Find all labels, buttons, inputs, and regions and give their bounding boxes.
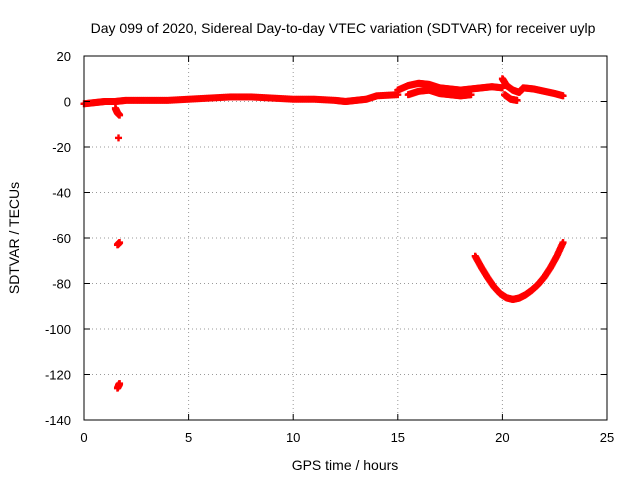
data-point <box>118 111 121 119</box>
x-tick-label: 0 <box>80 430 87 445</box>
data-point <box>117 134 120 142</box>
y-axis-label: SDTVAR / TECUs <box>6 182 22 294</box>
grid <box>84 56 607 420</box>
x-tick-label: 10 <box>286 430 300 445</box>
data-point <box>117 382 120 390</box>
x-tick-label: 20 <box>495 430 509 445</box>
y-tick-label: -120 <box>45 368 71 383</box>
y-tick-label: -20 <box>52 140 71 155</box>
y-tick-label: -60 <box>52 231 71 246</box>
y-tick-label: -80 <box>52 277 71 292</box>
x-tick-label: 15 <box>391 430 405 445</box>
chart-title: Day 099 of 2020, Sidereal Day-to-day VTE… <box>91 20 596 36</box>
data-point <box>515 96 519 104</box>
data-point <box>396 91 399 99</box>
y-tick-label: 0 <box>64 95 71 110</box>
data-point <box>561 239 565 247</box>
x-tick-label: 25 <box>600 430 614 445</box>
x-axis-label: GPS time / hours <box>292 457 399 473</box>
data-point <box>501 84 504 92</box>
data-point <box>469 91 473 99</box>
y-tick-label: -40 <box>52 186 71 201</box>
y-tick-label: -100 <box>45 322 71 337</box>
data-series-sdtvar <box>80 75 567 392</box>
data-point <box>561 92 565 100</box>
data-point <box>118 239 121 247</box>
axis-tick-labels: 0 5 10 15 20 25 20 0 -20 -40 -60 -80 -100 -120 -140 <box>45 49 614 445</box>
x-tick-label: 5 <box>185 430 192 445</box>
y-tick-label: 20 <box>57 49 71 64</box>
y-tick-label: -140 <box>45 413 71 428</box>
axis-ticks <box>83 55 608 421</box>
